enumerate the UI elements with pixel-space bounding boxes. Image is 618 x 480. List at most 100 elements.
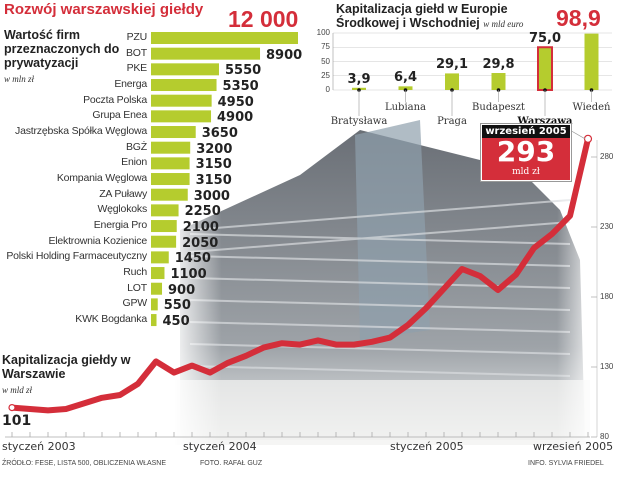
privatization-bar: [151, 173, 190, 186]
privatization-bar-value: 2100: [182, 220, 219, 236]
callout-date: wrzesień 2005: [482, 125, 570, 138]
info-credit: INFO. SYLVIA FRIEDEL: [528, 460, 604, 467]
privatization-bar: [151, 298, 158, 311]
privatization-bar: [151, 141, 191, 154]
time-axis-label: styczeń 2004: [183, 440, 257, 453]
privatization-bar: [151, 47, 261, 60]
europe-bar: [584, 33, 599, 90]
privatization-bar-label: Elektrownia Kozienice: [48, 234, 147, 247]
privatization-bar-value: 1450: [174, 251, 211, 267]
privatization-bar-value: 1100: [170, 267, 207, 283]
privatization-bar-value: 3150: [195, 173, 232, 189]
privatization-bar: [151, 94, 212, 107]
privatization-bar: [151, 267, 165, 280]
europe-city-label: Lubiana: [384, 102, 427, 113]
privatization-bar-value: 450: [162, 314, 190, 330]
value-tick-label: 80: [600, 432, 609, 441]
privatization-bar-value: 3000: [193, 188, 230, 204]
privatization-bar-label: BGŻ: [126, 140, 147, 153]
start-point-marker: [8, 404, 16, 412]
privatization-bar-label: Węglokoks: [97, 203, 147, 216]
privatization-bar-value: 2050: [182, 235, 219, 251]
privatization-bar-label: BOT: [126, 46, 147, 59]
privatization-bar-label: Ruch: [123, 266, 147, 279]
end-point-marker: [583, 134, 593, 143]
europe-bar-value: 75,0: [528, 31, 562, 47]
callout-unit: mld zł: [512, 167, 540, 177]
privatization-bar-label: Poczta Polska: [83, 93, 147, 106]
privatization-bar-value: 5350: [222, 79, 259, 94]
time-axis-label: styczeń 2003: [2, 440, 76, 453]
value-tick-label: 280: [600, 152, 614, 161]
value-tick-label: 130: [600, 362, 614, 371]
warsaw-cap-title: Kapitalizacja giełdy w Warszawie: [2, 353, 131, 381]
europe-ytick-label: 25: [321, 70, 330, 80]
europe-chart-title: Kapitalizacja giełd w Europie Środkowej …: [336, 2, 548, 30]
europe-unit: w mld euro: [483, 19, 524, 29]
privatization-bar-value: 2250: [184, 204, 221, 220]
privatization-bar: [151, 314, 157, 327]
europe-bar-value: 29,1: [435, 57, 469, 73]
privatization-bar: [151, 126, 196, 139]
privatization-bar: [151, 110, 212, 123]
start-value-label: 101: [2, 413, 32, 429]
europe-ytick-label: 100: [316, 28, 330, 37]
privatization-bar: [151, 251, 169, 264]
value-tick-label: 180: [600, 292, 614, 301]
privatization-bar-label: KWK Bogdanka: [75, 313, 147, 326]
europe-bar: [398, 86, 413, 90]
europe-city-label: Bratysława: [330, 116, 388, 127]
europe-bar-value: 29,8: [482, 57, 515, 72]
europe-bar-value: 3,9: [347, 71, 371, 87]
warsaw-cap-unit: w mld zł: [2, 385, 33, 395]
privatization-bar-label: PKE: [126, 62, 148, 75]
page-title: Rozwój warszawskiej giełdy: [4, 1, 204, 18]
privatization-bar-label: Jastrzębska Spółka Węglowa: [15, 125, 147, 138]
europe-bar: [445, 73, 459, 90]
privatization-bar: [151, 282, 163, 295]
privatization-bar-label: Polski Holding Farmaceutyczny: [6, 250, 147, 263]
europe-bar-value: 6,4: [393, 70, 418, 86]
privatization-bar-value: 550: [163, 298, 191, 314]
europe-bar-value: 98,9: [556, 5, 601, 31]
photo-credit: FOTO. RAFAŁ GUZ: [200, 460, 263, 467]
privatization-bar-value: 5550: [224, 63, 262, 79]
time-axis-label: styczeń 2005: [390, 440, 464, 453]
europe-city-label: Wiedeń: [572, 102, 611, 113]
privatization-bar-value: 4950: [217, 94, 254, 110]
time-axis-label: wrzesień 2005: [533, 440, 614, 453]
privatization-bar: [151, 204, 179, 217]
europe-title-text: Kapitalizacja giełd w Europie Środkowej …: [336, 2, 508, 30]
value-tick-label: 230: [600, 222, 614, 231]
privatization-bar-value: 900: [168, 282, 196, 298]
privatization-bar-label: LOT: [127, 281, 147, 294]
privatization-bar-label: PZU: [126, 31, 148, 43]
privatization-bar-label: Energa: [114, 78, 147, 90]
source-credit: ŹRÓDŁO: FESE, LISTA 500, OBLICZENIA WŁAS…: [2, 460, 167, 467]
privatization-bar-label: Enion: [121, 156, 147, 169]
privatization-bar-label: Energia Pro: [93, 219, 147, 232]
europe-bar: [491, 73, 506, 90]
privatization-bar-value: 3650: [201, 126, 238, 142]
privatization-bar: [151, 63, 219, 76]
europe-city-label: Warszawa: [517, 116, 573, 127]
europe-ytick-label: 75: [321, 42, 330, 52]
privatization-bar-label: Grupa Enea: [92, 109, 147, 122]
privatization-bar-label: GPW: [122, 297, 148, 310]
capitalization-line: [11, 138, 591, 414]
privatization-bar-label: ZA Puławy: [99, 187, 147, 200]
latest-value-callout: wrzesień 2005 293 mld zł: [480, 123, 572, 182]
europe-ytick-label: 0: [325, 85, 330, 94]
privatization-bar: [151, 32, 298, 44]
privatization-bar: [151, 157, 190, 170]
privatization-bar-value: 8900: [266, 47, 303, 63]
privatization-bar: [151, 79, 217, 92]
europe-city-label: Budapeszt: [472, 102, 525, 113]
europe-ytick-label: 50: [321, 56, 330, 66]
privatization-bar: [151, 235, 177, 248]
privatization-bar: [151, 188, 188, 201]
privatization-chart-title: Wartość firm przeznaczonych do prywatyza…: [4, 28, 120, 70]
privatization-bar-label: Kompania Węglowa: [56, 172, 147, 185]
privatization-unit: w mln zł: [4, 74, 35, 84]
